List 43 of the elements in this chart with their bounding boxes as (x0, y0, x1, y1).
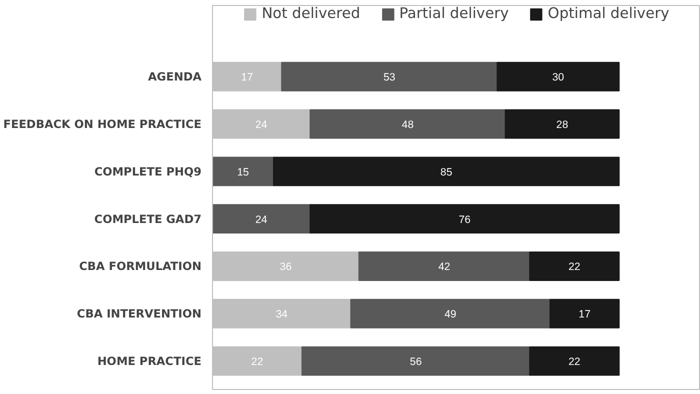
legend-label: Not delivered (262, 5, 360, 22)
data-label: 42 (438, 261, 450, 274)
bar (281, 62, 498, 92)
y-tick-label: HOME PRACTICE (97, 354, 202, 368)
data-label: 36 (280, 261, 292, 274)
data-label: 22 (251, 356, 264, 368)
legend-label: Optimal delivery (548, 5, 670, 22)
data-label: 17 (578, 308, 591, 321)
bar (496, 62, 620, 92)
bar (350, 298, 551, 328)
bar (212, 204, 311, 234)
bar (529, 252, 620, 281)
data-label: 28 (556, 119, 568, 132)
data-label: 30 (552, 72, 564, 84)
data-label: 24 (255, 214, 268, 226)
bar (273, 156, 620, 186)
data-label: 76 (458, 214, 471, 226)
data-label: 48 (402, 119, 414, 132)
bar (310, 204, 620, 234)
y-tick-label: CBA FORMULATION (79, 259, 202, 274)
bar (301, 346, 530, 376)
bar (550, 298, 620, 328)
y-tick-label: COMPLETE GAD7 (94, 212, 202, 226)
bar (310, 109, 506, 139)
data-label: 49 (444, 308, 456, 321)
data-label: 56 (410, 356, 422, 368)
data-label: 53 (383, 72, 396, 84)
data-label: 22 (568, 261, 580, 274)
y-tick-label: CBA INTERVENTION (76, 306, 202, 321)
y-tick-label: FEEDBACK ON HOME PRACTICE (3, 117, 202, 132)
bar (212, 156, 274, 186)
data-label: 15 (237, 166, 249, 178)
bar (358, 252, 530, 281)
data-label: 24 (255, 119, 268, 132)
data-label: 22 (568, 356, 580, 368)
bar (529, 346, 620, 376)
data-label: 85 (440, 166, 452, 178)
bar (504, 109, 620, 139)
data-label: 34 (276, 308, 288, 321)
legend-label: Partial delivery (399, 5, 509, 22)
data-label: 17 (241, 72, 254, 84)
y-tick-label: AGENDA (148, 70, 202, 84)
y-tick-label: COMPLETE PHQ9 (94, 164, 202, 178)
